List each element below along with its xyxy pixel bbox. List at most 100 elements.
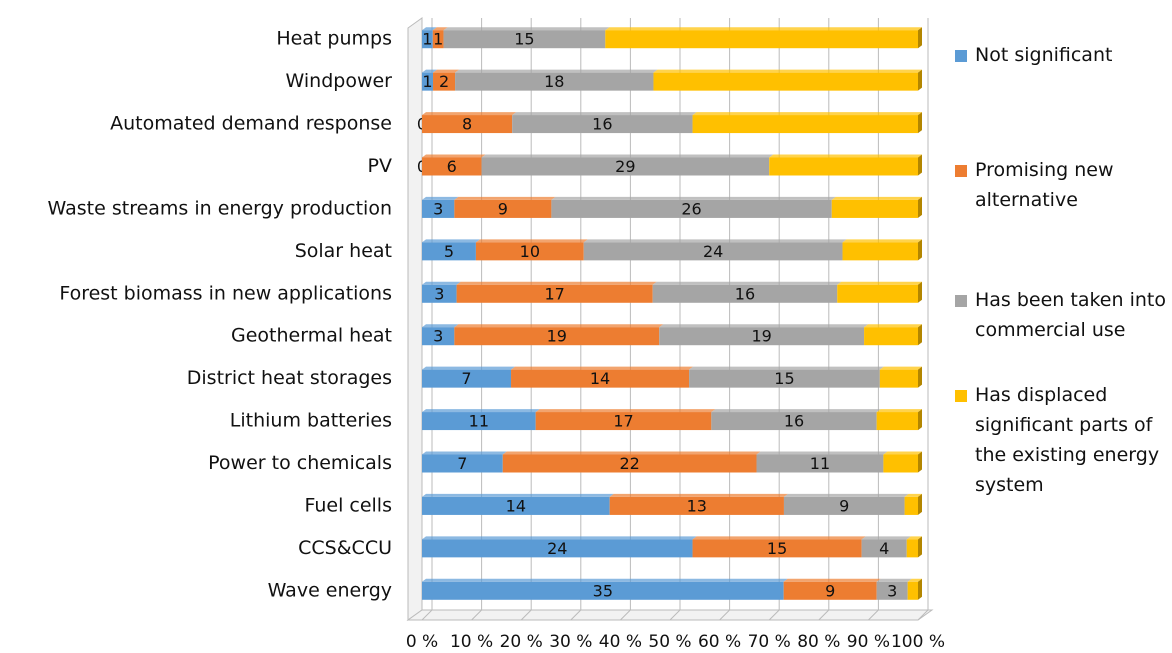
bar-segment [422, 412, 536, 431]
x-tick-label: 80 % [797, 632, 840, 652]
bar-segment [904, 496, 918, 515]
bar-segment [907, 581, 918, 600]
bar-top [422, 493, 614, 497]
bar-top [864, 324, 922, 328]
bar-segment [842, 242, 918, 261]
data-label: 17 [544, 284, 564, 303]
data-label: 16 [735, 284, 755, 303]
category-label: CCS&CCU [298, 537, 392, 559]
bar-top [422, 281, 461, 285]
legend-swatch [955, 390, 967, 402]
bar-segment [659, 327, 865, 346]
grid-line [620, 609, 631, 621]
bar-end [918, 366, 922, 388]
grid-line [570, 609, 582, 621]
data-label: 11 [810, 454, 830, 473]
x-tick-label: 100 % [891, 632, 945, 652]
legend-entry: Not significant [955, 40, 1170, 70]
bar-end [918, 239, 922, 261]
bar-segment [422, 539, 693, 558]
x-tick-label: 70 % [748, 632, 791, 652]
bar-segment [711, 412, 877, 431]
bar-top [907, 578, 922, 582]
bar-segment [511, 369, 690, 388]
grid-line [520, 609, 532, 621]
data-label: 24 [703, 242, 723, 261]
bar-top [422, 196, 459, 200]
bar-top [904, 493, 922, 497]
bar-segment [783, 581, 877, 600]
bar-top [481, 154, 774, 158]
bar-segment [454, 327, 660, 346]
bar-end [918, 493, 922, 515]
legend-swatch [955, 295, 967, 307]
data-label: 9 [839, 496, 849, 515]
grid-line [768, 609, 780, 621]
data-label: 7 [461, 369, 471, 388]
bar-segment [535, 412, 712, 431]
bar-segment [422, 581, 784, 600]
data-label: 14 [506, 496, 526, 515]
bar-end [918, 536, 922, 558]
bar-top [432, 27, 448, 31]
bar-segment [609, 496, 784, 515]
bar-top [769, 154, 922, 158]
legend-entry: Has been taken into commercial use [955, 285, 1170, 345]
data-label: 3 [434, 284, 444, 303]
data-label: 26 [681, 199, 701, 218]
bar-top [422, 324, 459, 328]
data-label: 15 [774, 369, 794, 388]
bar-segment [906, 539, 918, 558]
grid-line [868, 609, 879, 621]
data-label: 15 [514, 30, 534, 49]
bar-segment [861, 539, 907, 558]
x-tick-label: 0 % [406, 632, 438, 652]
bar-segment [652, 284, 838, 303]
category-label: PV [368, 155, 392, 177]
bar-top [605, 27, 922, 31]
data-label: 1 [422, 72, 432, 91]
data-label: 8 [462, 115, 472, 134]
bar-segment [876, 581, 908, 600]
bar-segment [443, 30, 606, 49]
bar-end [918, 27, 922, 49]
bar-top [422, 536, 697, 540]
bar-segment [583, 242, 843, 261]
bar-segment [605, 30, 918, 49]
category-label: Heat pumps [276, 28, 392, 50]
bar-top [475, 239, 588, 243]
data-label: 29 [615, 157, 635, 176]
bar-top [659, 324, 869, 328]
x-tick-label: 10 % [450, 632, 493, 652]
bar-segment [864, 327, 918, 346]
bar-segment [551, 199, 832, 218]
bar-top [583, 239, 847, 243]
category-label: Waste streams in energy production [48, 197, 392, 219]
data-label: 15 [767, 539, 787, 558]
bar-end [918, 578, 922, 600]
bar-segment [422, 327, 455, 346]
bar-top [535, 409, 716, 413]
data-label: 6 [447, 157, 457, 176]
data-label: 18 [544, 72, 564, 91]
bar-top [502, 451, 761, 455]
data-label: 19 [751, 327, 771, 346]
bar-top [609, 493, 788, 497]
data-label: 35 [593, 581, 613, 600]
bar-segment [422, 115, 513, 134]
bar-top [689, 366, 884, 370]
bar-top [861, 536, 911, 540]
x-tick-label: 30 % [549, 632, 592, 652]
x-tick-label: 60 % [698, 632, 741, 652]
bar-top [422, 578, 788, 582]
category-label: District heat storages [187, 367, 392, 389]
bar-segment [455, 72, 654, 91]
bar-top [433, 69, 460, 73]
bar-segment [422, 496, 610, 515]
bar-segment [422, 369, 512, 388]
bar-top [653, 69, 922, 73]
x-tick-label: 50 % [648, 632, 691, 652]
data-label: 16 [592, 115, 612, 134]
bar-end [918, 324, 922, 346]
x-tick-label: 20 % [500, 632, 543, 652]
